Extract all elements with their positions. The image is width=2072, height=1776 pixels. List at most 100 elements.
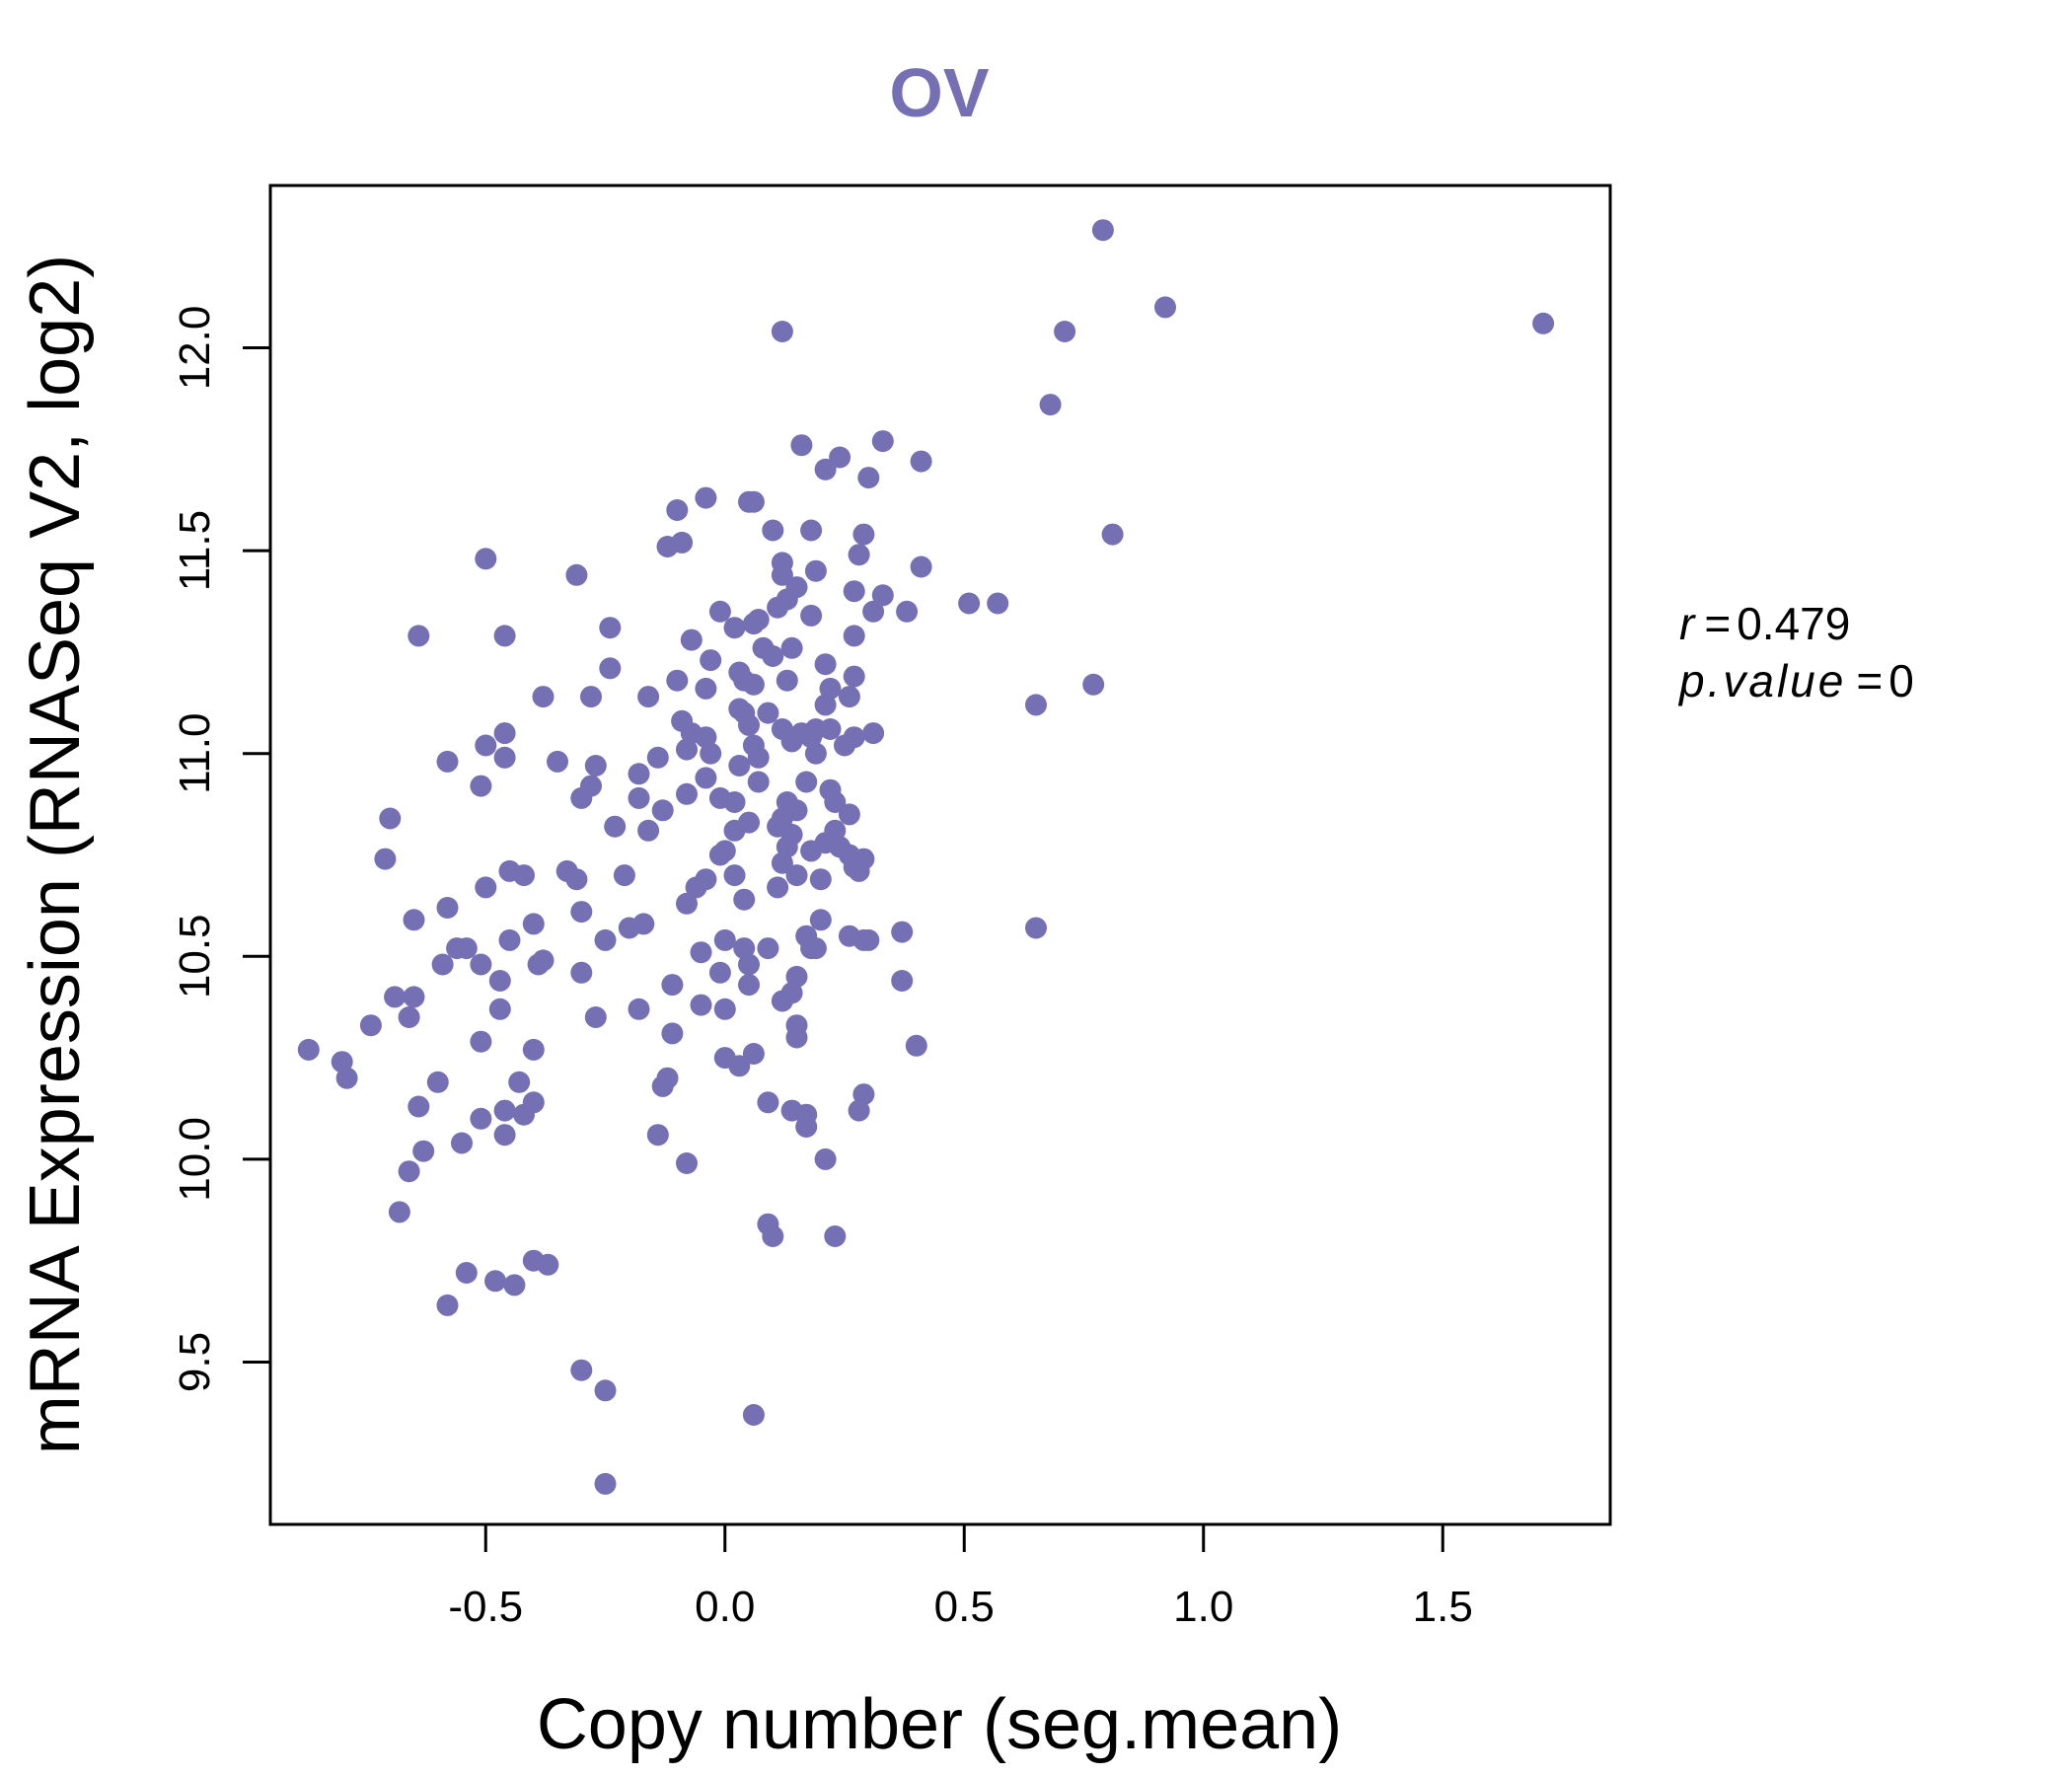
data-point [742, 613, 765, 635]
data-point [762, 519, 784, 542]
data-point [767, 876, 789, 899]
data-point [891, 970, 914, 992]
data-point [757, 937, 779, 960]
x-tick-label: -0.5 [448, 1583, 523, 1631]
data-point [374, 848, 397, 870]
x-tick-label: 1.5 [1413, 1583, 1473, 1631]
data-point [804, 937, 827, 960]
data-point [958, 592, 981, 615]
data-point [570, 901, 593, 924]
data-point [646, 746, 669, 769]
data-point [331, 1051, 353, 1073]
data-point [637, 686, 660, 708]
y-tick-label: 11.0 [171, 713, 219, 794]
data-point [436, 750, 459, 773]
data-point [537, 1253, 559, 1276]
data-point [852, 523, 875, 546]
data-point [708, 600, 731, 623]
data-point [771, 563, 793, 586]
data-point [814, 653, 837, 676]
data-point [891, 921, 914, 943]
data-point [800, 840, 823, 862]
data-point [809, 868, 832, 891]
data-point [398, 1160, 420, 1183]
data-point [843, 580, 865, 603]
data-point [532, 686, 555, 708]
data-point [795, 771, 818, 793]
x-tick-label: 1.0 [1173, 1583, 1233, 1631]
data-point [757, 702, 779, 724]
data-point [1532, 312, 1555, 334]
data-point [676, 782, 698, 805]
data-point [790, 434, 813, 457]
data-point [488, 998, 511, 1020]
data-point [814, 1147, 837, 1170]
y-tick-label: 10.5 [171, 914, 219, 999]
data-point [728, 755, 751, 777]
data-point [814, 458, 837, 481]
data-point [723, 864, 746, 887]
data-point [594, 928, 617, 951]
data-point [388, 1201, 410, 1223]
data-point [771, 321, 793, 342]
data-point [690, 941, 712, 964]
data-point [637, 819, 660, 842]
data-point [1025, 917, 1047, 939]
data-point [762, 1225, 784, 1247]
data-point [728, 1055, 751, 1077]
data-point [824, 1225, 847, 1247]
data-point [436, 897, 459, 919]
data-point [493, 722, 516, 745]
data-point [475, 734, 497, 757]
data-point [666, 669, 689, 692]
data-point [407, 1095, 430, 1118]
data-point [513, 1103, 535, 1126]
data-point [1091, 219, 1114, 242]
data-point [403, 986, 425, 1008]
data-point [795, 1116, 818, 1138]
y-tick-label: 10.0 [171, 1117, 219, 1202]
data-point [747, 771, 770, 793]
data-point [493, 1099, 516, 1122]
data-point [451, 1132, 473, 1154]
data-point [522, 913, 545, 935]
data-point [570, 961, 593, 984]
data-point [470, 1107, 492, 1130]
data-point [599, 617, 622, 639]
data-point [470, 953, 492, 976]
data-point [676, 1152, 698, 1174]
y-tick-label: 12.0 [171, 306, 219, 391]
data-point [628, 998, 650, 1020]
data-point [1054, 321, 1076, 342]
data-point [742, 1043, 765, 1065]
data-point [848, 1099, 870, 1122]
p-value: 0 [1888, 655, 1914, 706]
x-axis: -0.5 0.0 0.5 1.0 1.5 [448, 1522, 1473, 1631]
data-point [676, 892, 698, 915]
data-point [1154, 296, 1176, 319]
data-point [379, 807, 402, 830]
data-point [824, 791, 847, 813]
data-point [584, 755, 607, 777]
data-point [785, 1026, 808, 1049]
data-point [708, 844, 731, 866]
data-point [584, 1006, 607, 1028]
data-point [508, 1071, 531, 1093]
data-point [896, 600, 919, 623]
chart-title: OV [889, 54, 989, 131]
data-point [651, 1074, 674, 1097]
data-point [834, 734, 855, 757]
data-point [676, 738, 698, 761]
data-point [800, 726, 823, 749]
x-axis-label: Copy number (seg.mean) [537, 1685, 1342, 1764]
data-point [871, 430, 894, 453]
points-layer [297, 219, 1555, 1495]
data-point [800, 604, 823, 627]
data-point [436, 1294, 459, 1316]
data-point [738, 974, 760, 997]
data-point [838, 803, 860, 826]
data-point [359, 1014, 382, 1037]
data-point [862, 600, 885, 623]
data-point [513, 864, 535, 887]
